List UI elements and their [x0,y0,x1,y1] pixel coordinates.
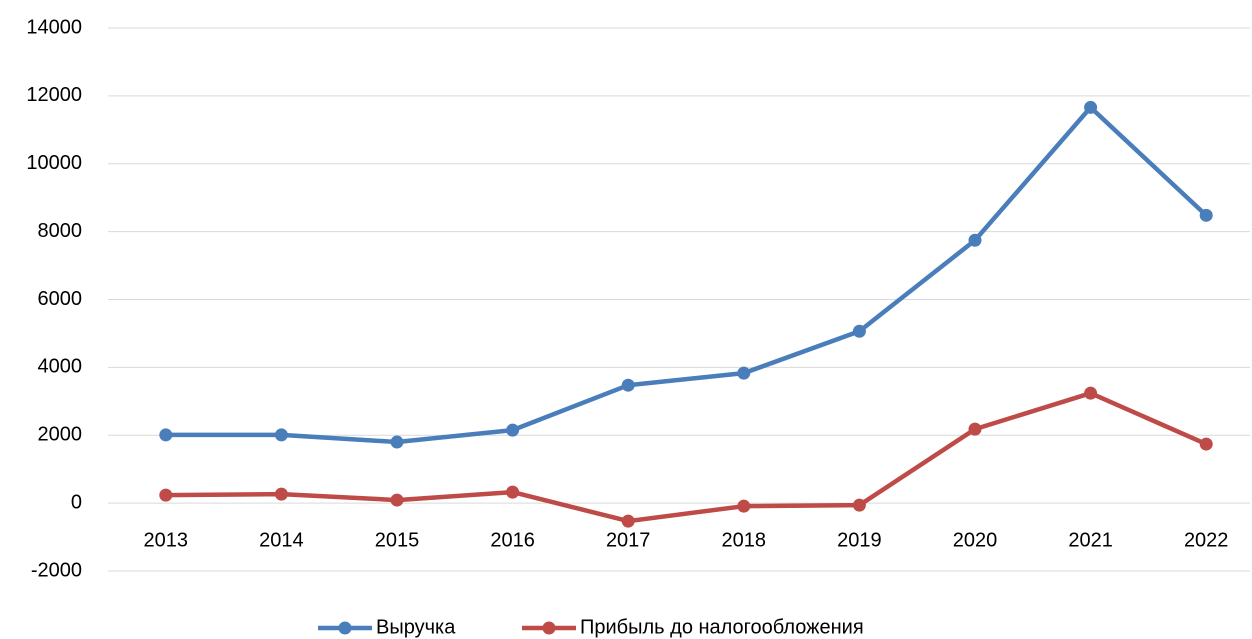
y-tick-label: 14000 [26,16,82,38]
y-tick-label: 10000 [26,152,82,174]
y-tick-label: -2000 [31,559,82,581]
data-point [274,428,288,442]
data-point [852,324,866,338]
x-tick-label: 2016 [490,529,535,551]
data-point [506,423,520,437]
series-line [163,105,1209,445]
series-line [163,390,1209,524]
data-point [390,435,404,449]
x-tick-label: 2013 [144,529,189,551]
data-point [1199,208,1213,222]
x-tick-label: 2021 [1068,529,1113,551]
data-point [621,514,635,528]
y-tick-label: 8000 [38,220,83,242]
y-tick-label: 2000 [38,424,83,446]
data-point [737,366,751,380]
legend-marker [542,621,556,635]
data-point [968,422,982,436]
data-point [1084,100,1098,114]
data-point [737,499,751,513]
data-point [621,378,635,392]
x-tick-label: 2018 [722,529,767,551]
y-tick-label: 4000 [38,356,83,378]
legend-label: Выручка [376,616,456,638]
y-tick-label: 6000 [38,288,83,310]
y-tick-label: 0 [71,491,82,513]
x-tick-label: 2020 [953,529,998,551]
x-tick-label: 2022 [1184,529,1229,551]
x-tick-label: 2019 [837,529,882,551]
legend-label: Прибыль до налогообложения [580,616,864,638]
y-tick-label: 12000 [26,84,82,106]
data-point [390,493,404,507]
x-tick-label: 2015 [375,529,420,551]
legend-marker [338,621,352,635]
data-point [159,488,173,502]
x-tick-label: 2014 [259,529,304,551]
data-point [159,428,173,442]
data-point [1199,437,1213,451]
data-point [852,498,866,512]
data-point [506,485,520,499]
x-tick-label: 2017 [606,529,651,551]
data-point [274,487,288,501]
data-point [968,233,982,247]
data-point [1084,386,1098,400]
